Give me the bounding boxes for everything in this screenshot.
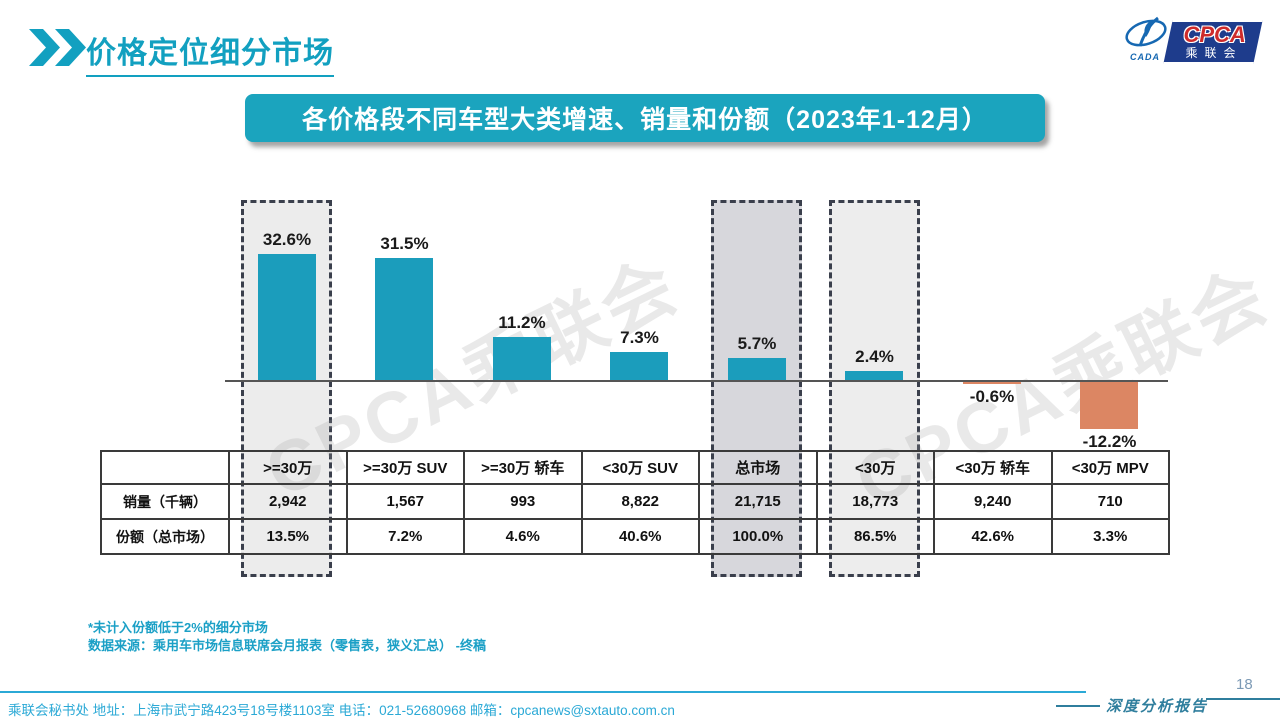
table-row: 销量（千辆） 2,942 1,567 993 8,822 21,715 18,773 9,24… <box>100 483 1170 520</box>
data-table: >=30万 >=30万 SUV >=30万 轿车 <30万 SUV 总市场 <30万 <30… <box>100 450 1170 555</box>
table-cell: 8,822 <box>580 483 700 520</box>
x-axis-line <box>225 380 1168 382</box>
table-cell: 4.6% <box>463 518 583 555</box>
table-column-header-3: >=30万 轿车 <box>463 450 583 485</box>
cada-logo-text: CADA <box>1130 52 1160 62</box>
bar-value-label: 5.7% <box>737 333 777 353</box>
footnote-line-2: 数据来源：乘用车市场信息联席会月报表（零售表，狭义汇总） -终稿 <box>88 638 486 653</box>
table-column-header-8: <30万 MPV <box>1050 450 1170 485</box>
bar-value-label: 32.6% <box>262 230 312 250</box>
table-row-header: 份额（总市场） <box>100 518 230 555</box>
table-cell: 13.5% <box>228 518 348 555</box>
bar-value-label: 11.2% <box>498 312 546 332</box>
bar-7 <box>962 382 1021 385</box>
page-title: 价格定位细分市场 <box>86 28 334 77</box>
bar-value-label: 2.4% <box>855 346 894 366</box>
bar-3 <box>492 336 551 380</box>
table-column-header-6: <30万 <box>815 450 935 485</box>
bar-1 <box>257 254 316 380</box>
double-chevron-icon <box>29 29 87 71</box>
chart-title-banner: 各价格段不同车型大类增速、销量和份额（2023年1-12月） <box>245 94 1045 142</box>
table-cell: 9,240 <box>933 483 1053 520</box>
bar-8 <box>1080 382 1139 430</box>
bar-value-label: -12.2% <box>1082 432 1137 452</box>
bar-5 <box>727 357 786 380</box>
table-column-header-4: <30万 SUV <box>580 450 700 485</box>
bar-value-label: -0.6% <box>969 387 1015 407</box>
report-label-line-left <box>1056 705 1100 707</box>
table-column-header-1: >=30万 <box>228 450 348 485</box>
chart-title: 各价格段不同车型大类增速、销量和份额（2023年1-12月） <box>302 106 988 134</box>
table-cell: 1,567 <box>345 483 465 520</box>
page-number: 18 <box>1236 676 1253 693</box>
table-cell: 40.6% <box>580 518 700 555</box>
table-cell: 710 <box>1050 483 1170 520</box>
bar-value-label: 7.3% <box>620 327 659 347</box>
bar-4 <box>610 351 669 380</box>
table-cell: 86.5% <box>815 518 935 555</box>
cpca-logo: CADA CPCA 乘联会 <box>1122 16 1263 66</box>
bar-value-label: 31.5% <box>380 234 429 254</box>
table-cell: 21,715 <box>698 483 818 520</box>
report-label: 深度分析报告 <box>1106 699 1209 715</box>
bar-2 <box>375 258 434 380</box>
table-column-header-2: >=30万 SUV <box>345 450 465 485</box>
footer-divider <box>0 691 1086 693</box>
table-cell: 42.6% <box>933 518 1053 555</box>
table-row-header: 销量（千辆） <box>100 483 230 520</box>
table-cell: 7.2% <box>345 518 465 555</box>
table-corner-cell <box>100 450 230 485</box>
table-cell: 993 <box>463 483 583 520</box>
table-cell: 3.3% <box>1050 518 1170 555</box>
table-column-header-5: 总市场 <box>698 450 818 485</box>
bar-6 <box>845 370 904 380</box>
table-cell: 18,773 <box>815 483 935 520</box>
footnote-line-1: *未计入份额低于2%的细分市场 <box>88 620 268 635</box>
table-cell: 100.0% <box>698 518 818 555</box>
table-cell: 2,942 <box>228 483 348 520</box>
cada-emblem-icon <box>1125 16 1167 47</box>
table-row: 份额（总市场） 13.5% 7.2% 4.6% 40.6% 100.0% 86.5% 42.6… <box>100 518 1170 555</box>
report-label-line-right <box>1206 698 1280 700</box>
footer-contact: 乘联会秘书处 地址：上海市武宁路423号18号楼1103室 电话：021-526… <box>8 703 675 718</box>
footnote-block: *未计入份额低于2%的细分市场 数据来源：乘用车市场信息联席会月报表（零售表，狭… <box>88 619 486 655</box>
table-column-header-7: <30万 轿车 <box>933 450 1053 485</box>
